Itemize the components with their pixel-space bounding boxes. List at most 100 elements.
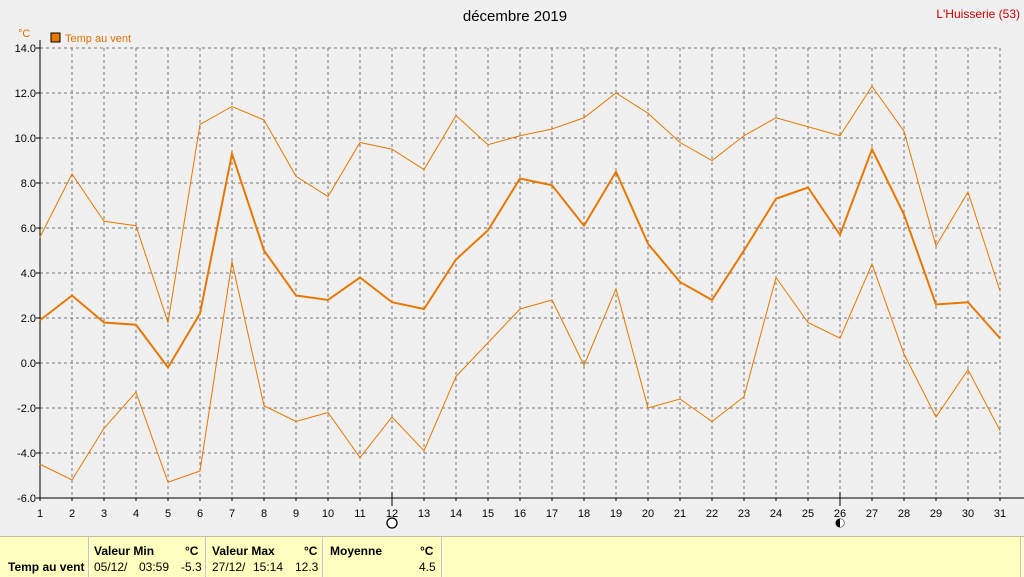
y-tick-label: 6.0 (21, 223, 36, 235)
data-point (871, 148, 873, 150)
y-tick-label: 14.0 (15, 43, 36, 55)
y-tick-label: 0.0 (21, 358, 36, 370)
data-point (455, 259, 457, 260)
data-point (647, 407, 649, 409)
min-header: Valeur Min (94, 544, 155, 558)
data-point (903, 353, 905, 355)
x-tick-label: 15 (482, 508, 494, 520)
data-point (583, 225, 585, 227)
y-tick-label: 8.0 (21, 178, 36, 190)
data-point (679, 142, 681, 143)
data-point (199, 313, 201, 314)
data-point (263, 119, 265, 121)
max-unit: °C (304, 544, 318, 558)
y-tick-label: 10.0 (15, 133, 36, 145)
temperature-chart: décembre 2019 L'Huisserie (53) °C Temp a… (15, 7, 1024, 529)
new-moon-icon (386, 517, 398, 529)
data-point (263, 405, 265, 407)
data-point (455, 115, 457, 116)
data-point (711, 160, 713, 161)
data-point (839, 337, 841, 339)
x-tick-label: 9 (293, 508, 299, 520)
data-point (679, 281, 681, 283)
data-point (167, 322, 169, 323)
x-tick-label: 21 (674, 508, 686, 520)
x-tick-label: 23 (738, 508, 750, 520)
x-tick-label: 28 (898, 508, 910, 520)
data-point (999, 337, 1001, 339)
data-point (359, 457, 361, 458)
min-time: 03:59 (139, 560, 170, 574)
x-tick-label: 20 (642, 508, 654, 520)
x-tick-label: 6 (197, 508, 203, 520)
moon-highlight (840, 519, 844, 527)
x-tick-label: 13 (418, 508, 430, 520)
data-point (199, 470, 201, 472)
data-point (135, 324, 137, 326)
x-tick-label: 29 (930, 508, 942, 520)
data-point (839, 135, 841, 137)
x-tick-label: 30 (962, 508, 974, 520)
data-point (967, 301, 969, 303)
x-tick-label: 14 (450, 508, 462, 520)
x-tick-label: 18 (578, 508, 590, 520)
data-point (231, 153, 233, 155)
data-point (807, 126, 809, 128)
x-tick-label: 25 (802, 508, 814, 520)
x-tick-label: 31 (994, 508, 1006, 520)
avg-unit: °C (420, 544, 434, 558)
data-point (903, 214, 905, 215)
data-point (935, 416, 937, 418)
max-value: 12.3 (295, 560, 319, 574)
data-point (967, 191, 969, 193)
data-point (359, 142, 361, 143)
data-point (103, 322, 105, 323)
data-point (935, 245, 937, 247)
data-point (327, 196, 329, 197)
data-point (487, 144, 489, 146)
data-point (71, 479, 73, 481)
data-point (231, 261, 233, 263)
moon-markers (386, 492, 845, 529)
min-unit: °C (185, 544, 199, 558)
data-point (615, 92, 617, 94)
x-tick-label: 4 (133, 508, 139, 520)
data-point (135, 225, 137, 227)
x-tick-label: 24 (770, 508, 782, 520)
data-point (583, 117, 585, 119)
data-point (775, 198, 777, 200)
data-point (455, 376, 457, 377)
data-point (647, 112, 649, 114)
data-point (199, 124, 201, 125)
data-point (263, 250, 265, 251)
x-tick-label: 26 (834, 508, 846, 520)
data-point (871, 263, 873, 265)
summary-panel: Temp au vent Valeur Min °C 05/12/ 03:59 … (0, 536, 1024, 577)
x-tick-label: 12 (386, 508, 398, 520)
data-point (807, 187, 809, 188)
x-tick-label: 8 (261, 508, 267, 520)
data-point (551, 184, 553, 186)
legend-swatch (50, 32, 61, 43)
data-point (487, 342, 489, 344)
data-point (39, 236, 41, 238)
data-point (743, 135, 745, 137)
data-point (487, 229, 489, 231)
data-point (391, 301, 393, 303)
max-header: Valeur Max (212, 544, 275, 558)
data-point (327, 299, 329, 301)
avg-value: 4.5 (419, 560, 436, 574)
data-point (103, 427, 105, 429)
data-point (903, 130, 905, 132)
series (39, 85, 1001, 483)
data-point (231, 106, 233, 107)
x-tick-label: 27 (866, 508, 878, 520)
max-date: 27/12/ (212, 560, 246, 574)
data-point (135, 391, 137, 393)
data-point (423, 450, 425, 452)
x-tick-label: 1 (37, 508, 43, 520)
data-point (551, 128, 553, 130)
data-point (999, 430, 1001, 431)
grid (40, 47, 1001, 499)
data-point (999, 290, 1001, 292)
